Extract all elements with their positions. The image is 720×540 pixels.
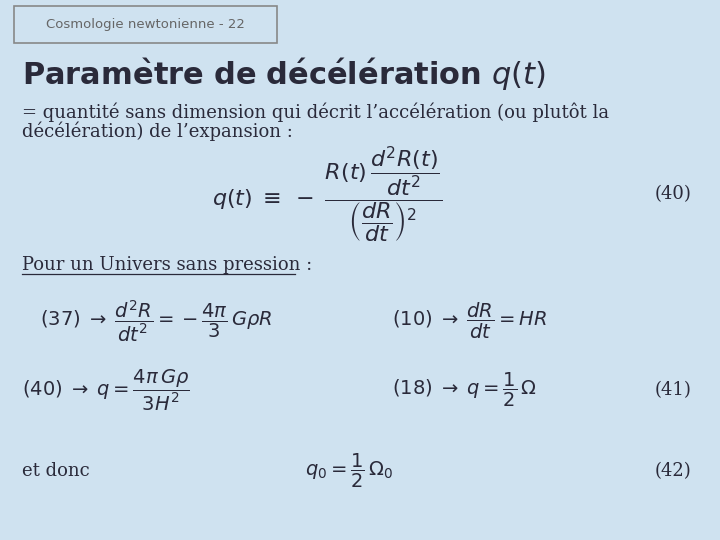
Text: (40): (40) (654, 185, 691, 204)
Text: $(10) \;\rightarrow\; \dfrac{dR}{dt} = HR$: $(10) \;\rightarrow\; \dfrac{dR}{dt} = H… (392, 301, 548, 341)
Text: $(37) \;\rightarrow\; \dfrac{d^2 R}{dt^2} = -\dfrac{4\pi}{3}\,G\rho R$: $(37) \;\rightarrow\; \dfrac{d^2 R}{dt^2… (40, 299, 272, 344)
Text: $q(t) \;\equiv\; -\; \dfrac{R(t)\,\dfrac{d^2 R(t)}{dt^2}}{\left(\dfrac{dR}{dt}\r: $q(t) \;\equiv\; -\; \dfrac{R(t)\,\dfrac… (212, 144, 443, 245)
Text: $(40) \;\rightarrow\; q = \dfrac{4\pi\,G\rho}{3H^2}$: $(40) \;\rightarrow\; q = \dfrac{4\pi\,G… (22, 367, 189, 413)
Text: $(18) \;\rightarrow\; q = \dfrac{1}{2}\,\Omega$: $(18) \;\rightarrow\; q = \dfrac{1}{2}\,… (392, 371, 537, 409)
Text: (41): (41) (654, 381, 691, 399)
Text: = quantité sans dimension qui décrit l’accélération (ou plutôt la: = quantité sans dimension qui décrit l’a… (22, 102, 608, 122)
Text: et donc: et donc (22, 462, 89, 480)
Text: $q_0 = \dfrac{1}{2}\,\Omega_0$: $q_0 = \dfrac{1}{2}\,\Omega_0$ (305, 452, 393, 490)
Text: (42): (42) (654, 462, 691, 480)
Text: Cosmologie newtonienne - 22: Cosmologie newtonienne - 22 (46, 18, 246, 31)
Text: $\mathbf{Param\grave{e}tre\ de\ d\acute{e}c\acute{e}l\acute{e}ration}\ q(t)$: $\mathbf{Param\grave{e}tre\ de\ d\acute{… (22, 56, 545, 93)
FancyBboxPatch shape (14, 6, 277, 43)
Text: décélération) de l’expansion :: décélération) de l’expansion : (22, 122, 292, 141)
Text: Pour un Univers sans pression :: Pour un Univers sans pression : (22, 255, 312, 274)
